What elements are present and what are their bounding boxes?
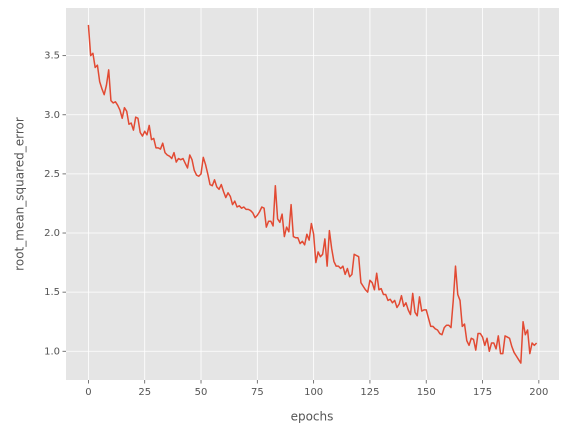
x-tick-label: 175 [473, 387, 492, 398]
x-tick-label: 125 [360, 387, 379, 398]
x-tick-label: 25 [138, 387, 151, 398]
x-axis-label: epochs [291, 410, 334, 424]
y-tick-label: 3.0 [44, 110, 60, 121]
y-tick-label: 2.5 [44, 169, 60, 180]
y-tick-label: 1.0 [44, 346, 60, 357]
y-tick-label: 3.5 [44, 51, 60, 62]
y-tick-label: 1.5 [44, 287, 60, 298]
x-tick-label: 200 [529, 387, 548, 398]
y-tick-label: 2.0 [44, 228, 60, 239]
x-tick-label: 0 [85, 387, 91, 398]
line-series [87, 24, 538, 364]
x-tick-label: 100 [304, 387, 323, 398]
x-tick-label: 150 [417, 387, 436, 398]
y-axis-label: root_mean_squared_error [13, 117, 27, 271]
x-tick-label: 75 [251, 387, 264, 398]
plot-area [66, 8, 559, 380]
x-tick-label: 50 [195, 387, 208, 398]
